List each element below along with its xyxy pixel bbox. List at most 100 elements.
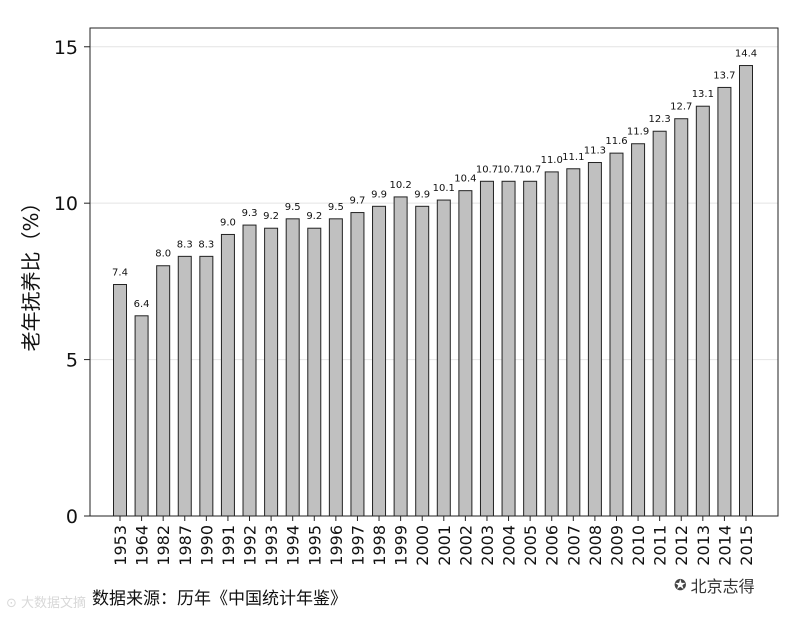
x-tick-label-2004: 2004	[500, 525, 519, 566]
x-tick-label-1994: 1994	[284, 525, 303, 566]
value-label-2007: 11.1	[562, 152, 584, 163]
value-label-2012: 12.7	[670, 102, 692, 113]
value-label-1987: 8.3	[177, 239, 193, 250]
x-tick-label-2013: 2013	[694, 525, 713, 566]
watermark-right-label: 北京志得	[690, 577, 755, 596]
bar-1964	[134, 315, 149, 517]
bar-1995	[307, 227, 322, 517]
value-label-1994: 9.5	[285, 202, 301, 213]
bar-1982	[156, 265, 171, 517]
x-tick-label-2007: 2007	[564, 525, 583, 566]
bar-1993	[264, 227, 279, 517]
x-tick-label-1996: 1996	[327, 525, 346, 566]
wechat-icon: ✪	[674, 576, 687, 594]
x-tick-label-1953: 1953	[111, 525, 130, 566]
bar-2002	[458, 190, 473, 517]
x-tick-label-1993: 1993	[262, 525, 281, 566]
x-tick-label-2006: 2006	[543, 525, 562, 566]
x-tick-label-1990: 1990	[197, 525, 216, 566]
value-label-1990: 8.3	[198, 239, 214, 250]
y-tick-label: 0	[66, 506, 78, 528]
y-axis-title: 老年抚养比（%）	[19, 192, 43, 351]
bar-1999	[393, 196, 408, 517]
x-tick-label-1987: 1987	[176, 525, 195, 566]
value-label-2008: 11.3	[584, 146, 606, 157]
value-label-2003: 10.7	[476, 164, 498, 175]
y-tick-label: 10	[54, 193, 78, 215]
y-tick-label: 15	[54, 37, 78, 59]
x-tick-label-2011: 2011	[651, 525, 670, 566]
value-label-1995: 9.2	[306, 211, 322, 222]
x-tick-label-2002: 2002	[456, 525, 475, 566]
bar-2012	[674, 118, 689, 517]
value-label-1992: 9.3	[242, 208, 258, 219]
x-tick-label-2003: 2003	[478, 525, 497, 566]
bar-2007	[566, 168, 581, 517]
value-label-1964: 6.4	[134, 299, 150, 310]
x-tick-label-1991: 1991	[219, 525, 238, 566]
x-tick-label-2015: 2015	[737, 525, 756, 566]
x-tick-label-2010: 2010	[629, 525, 648, 566]
bar-1990	[199, 255, 214, 517]
value-label-1997: 9.7	[349, 196, 365, 207]
bar-2009	[609, 152, 624, 517]
value-label-1982: 8.0	[155, 249, 171, 260]
value-label-2000: 9.9	[414, 189, 430, 200]
value-label-1998: 9.9	[371, 189, 387, 200]
value-label-1993: 9.2	[263, 211, 279, 222]
x-tick-label-2009: 2009	[607, 525, 626, 566]
bar-1998	[372, 205, 387, 517]
value-label-2015: 14.4	[735, 49, 757, 60]
bar-2003	[479, 180, 494, 517]
x-tick-label-1995: 1995	[305, 525, 324, 566]
value-label-2002: 10.4	[454, 174, 476, 185]
x-tick-label-2005: 2005	[521, 525, 540, 566]
y-axis: 0 5 10 15	[54, 37, 90, 528]
x-tick-label-2014: 2014	[715, 525, 734, 566]
x-tick-label-2012: 2012	[672, 525, 691, 566]
value-label-2014: 13.7	[713, 70, 735, 81]
value-label-1999: 10.2	[389, 180, 411, 191]
y-tick-label: 5	[66, 350, 78, 372]
bar-1994	[285, 218, 300, 517]
bar-1992	[242, 224, 257, 517]
x-tick-label-1999: 1999	[392, 525, 411, 566]
value-label-2013: 13.1	[692, 89, 714, 100]
x-tick-label-1997: 1997	[348, 525, 367, 566]
bar-1953	[113, 284, 127, 517]
bar-2010	[631, 143, 646, 517]
x-tick-label-2000: 2000	[413, 525, 432, 566]
value-labels: 7.46.48.08.3 8.39.09.3 9.29.59.29.59.79.91…	[112, 49, 757, 310]
bar-1991	[220, 233, 235, 517]
bar-2014	[717, 86, 732, 517]
value-label-2004: 10.7	[497, 164, 519, 175]
value-label-2001: 10.1	[433, 183, 455, 194]
value-label-2006: 11.0	[541, 155, 563, 166]
x-tick-label-2008: 2008	[586, 525, 605, 566]
bar-2001	[436, 199, 451, 517]
value-label-2009: 11.6	[605, 136, 627, 147]
bar-1987	[177, 255, 192, 517]
x-tick-label-1982: 1982	[154, 525, 173, 566]
value-label-1953: 7.4	[112, 268, 128, 279]
value-label-2005: 10.7	[519, 164, 541, 175]
value-label-2011: 12.3	[649, 114, 671, 125]
bar-2000	[415, 205, 430, 517]
x-axis: 1953 1964 1982 1987 1990 1991 1992 1993 1994 1995…	[111, 516, 756, 566]
x-tick-label-1992: 1992	[241, 525, 260, 566]
plot-frame	[89, 27, 779, 517]
source-note: 数据来源：历年《中国统计年鉴》	[92, 589, 347, 609]
watermark-right: ✪ 北京志得	[674, 573, 755, 597]
bar-2005	[523, 180, 538, 517]
bar-1997	[350, 212, 365, 517]
bars	[113, 65, 753, 517]
bar-2006	[544, 171, 559, 517]
bar-2008	[587, 162, 602, 517]
value-label-1991: 9.0	[220, 217, 236, 228]
value-label-1996: 9.5	[328, 202, 344, 213]
bar-2004	[501, 180, 516, 517]
x-tick-label-2001: 2001	[435, 525, 454, 566]
bar-2011	[652, 130, 667, 517]
bar-1996	[328, 218, 343, 517]
